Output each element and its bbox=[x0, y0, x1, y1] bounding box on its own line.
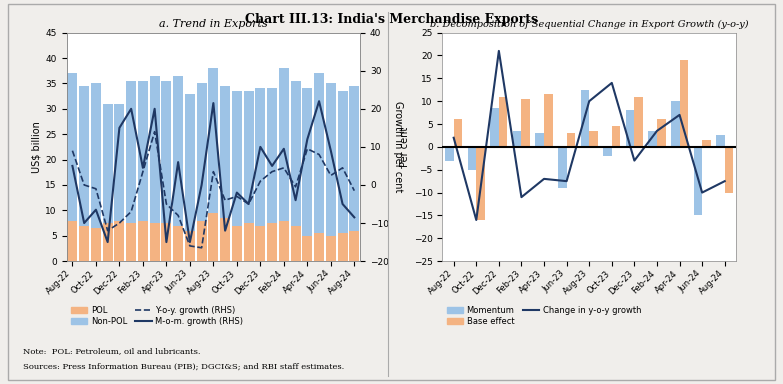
Bar bbox=[680, 60, 688, 147]
Bar bbox=[255, 88, 265, 225]
Y-axis label: US$ billion: US$ billion bbox=[31, 121, 41, 173]
Text: Sources: Press Information Bureau (PIB); DGCI&S; and RBI staff estimates.: Sources: Press Information Bureau (PIB);… bbox=[23, 363, 345, 371]
Y-axis label: Growth in per cent: Growth in per cent bbox=[393, 101, 402, 192]
Bar bbox=[232, 225, 242, 261]
Bar bbox=[490, 108, 499, 147]
Legend: Momentum, Base effect, Change in y-o-y growth: Momentum, Base effect, Change in y-o-y g… bbox=[446, 306, 641, 326]
Bar bbox=[150, 76, 160, 223]
Bar bbox=[453, 119, 462, 147]
Bar bbox=[185, 94, 195, 231]
Bar bbox=[220, 86, 230, 218]
Bar bbox=[499, 97, 507, 147]
Bar bbox=[337, 91, 348, 233]
Bar bbox=[626, 110, 634, 147]
Bar bbox=[126, 223, 136, 261]
Bar bbox=[476, 147, 485, 220]
Bar bbox=[671, 101, 680, 147]
Bar bbox=[702, 140, 711, 147]
Bar bbox=[103, 223, 113, 261]
Bar bbox=[567, 133, 576, 147]
Bar bbox=[208, 213, 218, 261]
Bar bbox=[349, 86, 359, 231]
Bar bbox=[445, 147, 453, 161]
Bar bbox=[513, 131, 521, 147]
Bar bbox=[521, 99, 530, 147]
Bar bbox=[173, 76, 183, 225]
Bar bbox=[290, 81, 301, 225]
Bar bbox=[150, 223, 160, 261]
Bar bbox=[590, 131, 597, 147]
Bar bbox=[279, 220, 289, 261]
Bar bbox=[244, 91, 254, 223]
Bar bbox=[197, 220, 207, 261]
Bar bbox=[290, 225, 301, 261]
Bar bbox=[138, 220, 148, 261]
Bar bbox=[581, 90, 590, 147]
Text: Chart III.13: India's Merchandise Exports: Chart III.13: India's Merchandise Export… bbox=[245, 13, 538, 26]
Bar bbox=[314, 233, 324, 261]
Bar bbox=[634, 97, 643, 147]
Bar bbox=[544, 94, 553, 147]
Bar bbox=[716, 136, 725, 147]
Text: Note:  POL: Petroleum, oil and lubricants.: Note: POL: Petroleum, oil and lubricants… bbox=[23, 348, 201, 356]
Bar bbox=[67, 73, 78, 220]
Bar bbox=[314, 73, 324, 233]
Bar bbox=[208, 68, 218, 213]
Bar bbox=[657, 119, 666, 147]
Bar bbox=[79, 86, 89, 225]
Bar bbox=[279, 68, 289, 220]
Bar bbox=[694, 147, 702, 215]
Bar bbox=[302, 236, 312, 261]
Bar bbox=[232, 91, 242, 225]
Bar bbox=[612, 126, 620, 147]
Legend: POL, Non-POL, Y-o-y. growth (RHS), M-o-m. growth (RHS): POL, Non-POL, Y-o-y. growth (RHS), M-o-m… bbox=[70, 306, 244, 326]
Y-axis label: Per cent: Per cent bbox=[399, 127, 410, 167]
Bar bbox=[114, 220, 124, 261]
Bar bbox=[326, 83, 336, 236]
Bar bbox=[536, 133, 544, 147]
Bar bbox=[114, 104, 124, 220]
Bar bbox=[220, 218, 230, 261]
Bar bbox=[103, 104, 113, 223]
Bar bbox=[349, 231, 359, 261]
Bar bbox=[648, 131, 657, 147]
Bar bbox=[558, 147, 567, 188]
Title: b. Decomposition of Sequential Change in Export Growth (y-o-y): b. Decomposition of Sequential Change in… bbox=[430, 20, 749, 29]
Bar bbox=[244, 223, 254, 261]
Bar bbox=[467, 147, 476, 170]
Bar bbox=[79, 225, 89, 261]
Bar bbox=[91, 228, 101, 261]
Bar bbox=[161, 81, 171, 223]
Bar bbox=[138, 81, 148, 220]
Bar bbox=[197, 83, 207, 220]
Bar bbox=[267, 88, 277, 223]
Title: a. Trend in Exports: a. Trend in Exports bbox=[159, 19, 268, 29]
Bar bbox=[337, 233, 348, 261]
Bar bbox=[255, 225, 265, 261]
Bar bbox=[173, 225, 183, 261]
Bar bbox=[161, 223, 171, 261]
Bar bbox=[91, 83, 101, 228]
Bar bbox=[302, 88, 312, 236]
Bar bbox=[126, 81, 136, 223]
Bar bbox=[725, 147, 734, 193]
Bar bbox=[267, 223, 277, 261]
Bar bbox=[185, 231, 195, 261]
Bar bbox=[326, 236, 336, 261]
Bar bbox=[603, 147, 612, 156]
Bar bbox=[67, 220, 78, 261]
